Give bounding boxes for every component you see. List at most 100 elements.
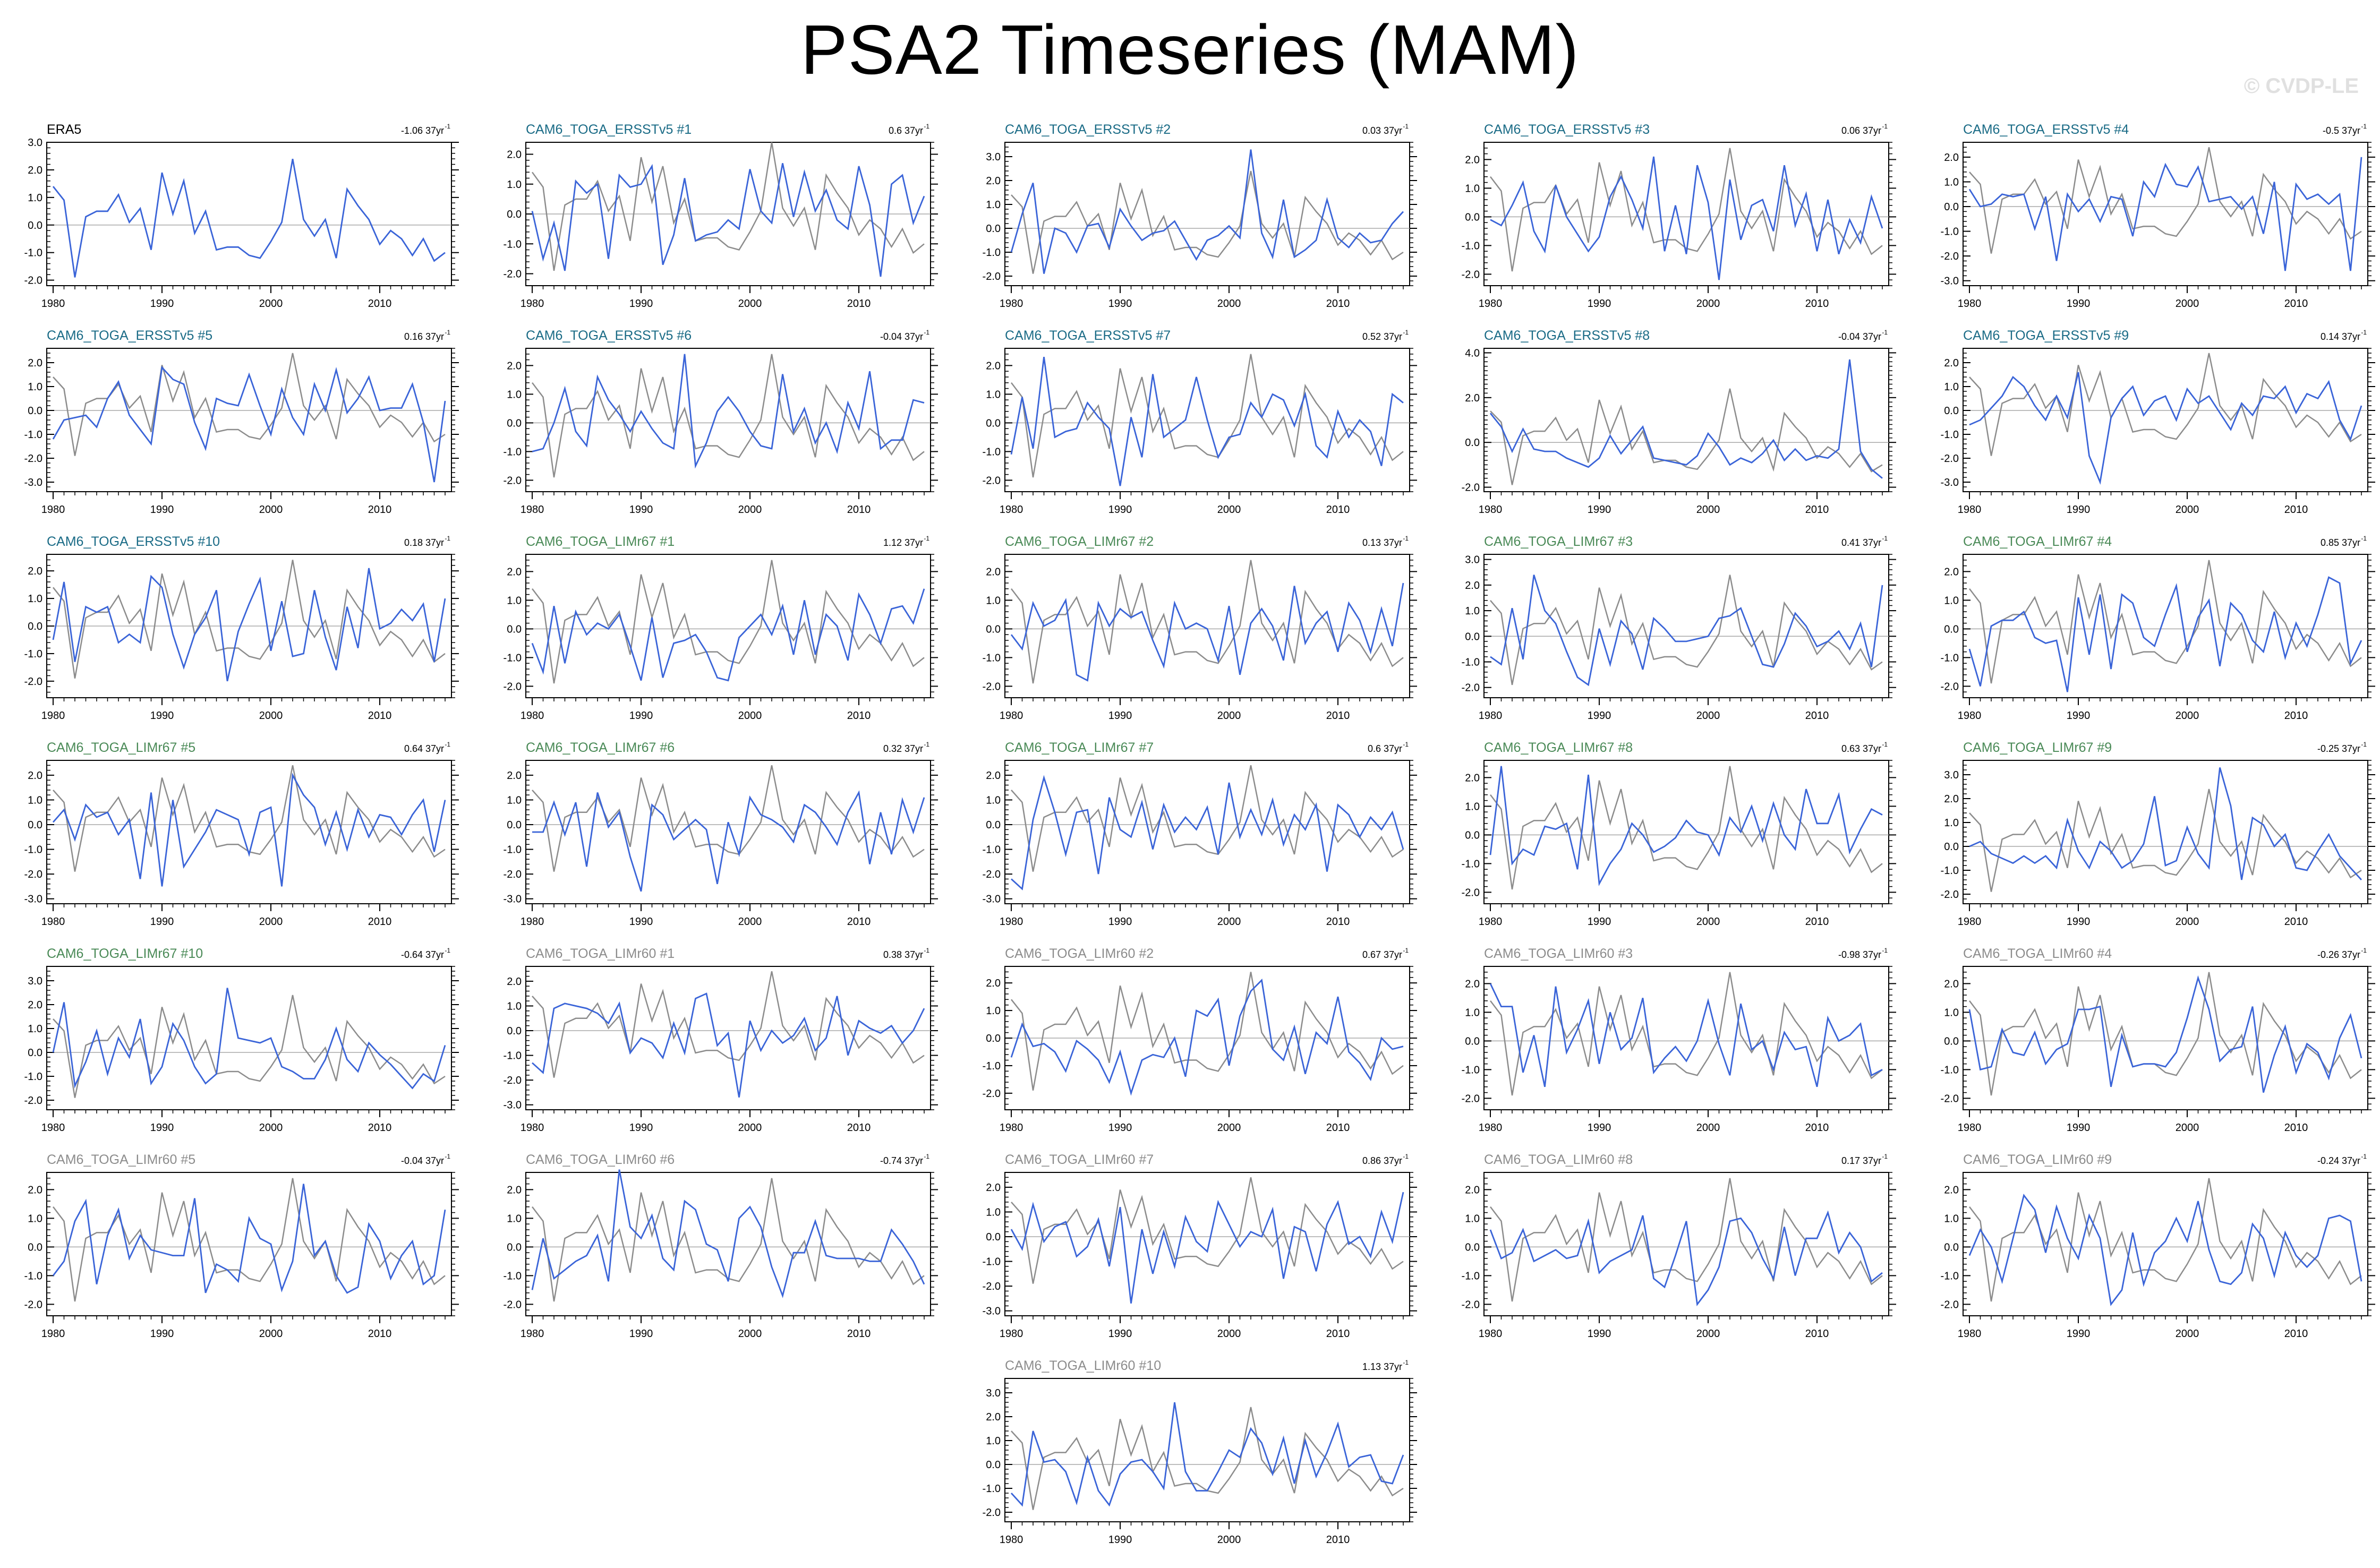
x-tick-label: 1980 — [1000, 298, 1023, 310]
y-tick-label: 2.0 — [986, 1182, 1001, 1194]
x-tick-label: 1990 — [1588, 1328, 1611, 1340]
x-tick-label: 2010 — [847, 504, 871, 516]
trend-label: 0.85 37yr — [2321, 537, 2360, 548]
x-tick-label: 2000 — [2176, 1328, 2199, 1340]
panel-title: CAM6_TOGA_ERSSTv5 #10 — [47, 534, 220, 549]
x-tick-label: 1980 — [1479, 1122, 1503, 1134]
y-tick-label: 1.0 — [986, 389, 1001, 400]
trend-label: 1.13 37yr — [1362, 1361, 1402, 1372]
x-tick-label: 2000 — [259, 916, 283, 928]
obs-series-line — [1011, 1177, 1404, 1284]
y-tick-label: 0.0 — [986, 1033, 1001, 1044]
x-tick-label: 2010 — [2284, 1328, 2308, 1340]
y-tick-label: 1.0 — [507, 794, 522, 806]
panel-title: CAM6_TOGA_LIMr60 #3 — [1484, 946, 1633, 961]
x-tick-label: 1980 — [1958, 1122, 1982, 1134]
trend-label: 0.13 37yr — [1362, 537, 1402, 548]
obs-series-line — [531, 142, 925, 271]
plot-frame — [1004, 760, 1410, 904]
x-tick-label: 1980 — [41, 916, 65, 928]
plot-frame — [1483, 554, 1889, 698]
x-tick-label: 1980 — [1958, 504, 1982, 516]
x-tick-label: 2010 — [1326, 1122, 1350, 1134]
plot-frame — [1963, 554, 2368, 698]
trend-unit-sup: -1 — [924, 535, 929, 542]
y-tick-label: -2.0 — [1462, 1299, 1480, 1310]
x-tick-label: 2010 — [847, 1328, 871, 1340]
y-tick-label: 1.0 — [1465, 183, 1480, 194]
x-tick-label: 2010 — [1805, 710, 1829, 722]
y-tick-label: -2.0 — [24, 275, 42, 287]
y-tick-label: -1.0 — [1941, 652, 1959, 664]
y-tick-label: 2.0 — [986, 175, 1001, 187]
x-tick-label: 2010 — [1326, 1328, 1350, 1340]
series-line — [532, 992, 925, 1098]
y-tick-label: 1.0 — [507, 595, 522, 606]
y-tick-label: 2.0 — [28, 357, 42, 369]
x-tick-label: 2010 — [1805, 1122, 1829, 1134]
trend-label: 0.52 37yr — [1362, 331, 1402, 342]
panel-title: CAM6_TOGA_ERSSTv5 #2 — [1005, 122, 1171, 137]
panel-1: ERA5 -1.06 37yr -1 -2.0 -1.0 0.0 1.0 2.0 3.0 1980… — [24, 122, 459, 310]
panel-18: CAM6_TOGA_LIMr67 #7 0.6 37yr -1 -3.0 -2.0 -1.… — [983, 740, 1417, 928]
obs-series-line — [1490, 575, 1883, 686]
y-tick-label: 0.0 — [28, 819, 42, 831]
plot-frame — [1483, 966, 1889, 1110]
x-tick-label: 2000 — [259, 1328, 283, 1340]
series-line — [1489, 766, 1883, 886]
x-tick-label: 1990 — [150, 504, 174, 516]
y-tick-label: 1.0 — [28, 1213, 42, 1224]
panel-7: CAM6_TOGA_ERSSTv5 #6 -0.04 37yr -1 -2.0 -1.0… — [504, 328, 938, 516]
trend-unit-sup: -1 — [924, 1153, 929, 1160]
y-tick-label: 1.0 — [28, 1023, 42, 1035]
y-tick-label: 2.0 — [28, 165, 42, 176]
x-tick-label: 1980 — [521, 710, 544, 722]
series-line — [1969, 767, 2362, 880]
plot-frame — [1483, 142, 1889, 286]
panel-23: CAM6_TOGA_LIMr60 #2 0.67 37yr -1 -2.0 -1.0 0.… — [983, 946, 1417, 1134]
trend-label: 0.6 37yr — [889, 125, 923, 136]
x-tick-label: 2010 — [1326, 504, 1350, 516]
y-tick-label: 1.0 — [986, 1435, 1001, 1447]
trend-unit-sup: -1 — [445, 329, 450, 336]
trend-label: -0.25 37yr — [2317, 743, 2360, 754]
y-tick-label: -2.0 — [1941, 889, 1959, 901]
x-tick-label: 2000 — [2176, 1122, 2199, 1134]
series-line — [1010, 149, 1404, 274]
trend-unit-sup: -1 — [924, 947, 929, 954]
y-tick-label: -1.0 — [504, 1270, 522, 1282]
x-tick-label: 1980 — [1479, 1328, 1503, 1340]
panel-title: CAM6_TOGA_LIMr67 #8 — [1484, 740, 1633, 755]
trend-unit-sup: -1 — [1882, 947, 1888, 954]
y-tick-label: -1.0 — [983, 1060, 1001, 1072]
series-line — [52, 158, 446, 278]
plot-frame — [46, 760, 452, 904]
y-tick-label: -1.0 — [24, 844, 42, 856]
trend-unit-sup: -1 — [1882, 329, 1888, 336]
panel-title: ERA5 — [47, 122, 81, 137]
y-tick-label: 0.0 — [1465, 829, 1480, 841]
x-tick-label: 1980 — [41, 1122, 65, 1134]
panel-title: CAM6_TOGA_ERSSTv5 #5 — [47, 328, 212, 343]
x-tick-label: 2000 — [1217, 710, 1241, 722]
x-tick-label: 2000 — [1696, 1328, 1720, 1340]
x-tick-label: 1980 — [1000, 916, 1023, 928]
y-tick-label: 3.0 — [1944, 769, 1959, 781]
trend-label: -0.26 37yr — [2317, 949, 2360, 960]
y-tick-label: 1.0 — [1944, 381, 1959, 393]
plot-frame — [1963, 1172, 2368, 1316]
y-tick-label: -1.0 — [504, 652, 522, 664]
panel-title: CAM6_TOGA_ERSSTv5 #8 — [1484, 328, 1650, 343]
y-tick-label: -3.0 — [1941, 276, 1959, 287]
y-tick-label: -1.0 — [1941, 1270, 1959, 1282]
trend-label: 0.86 37yr — [1362, 1155, 1402, 1166]
obs-series-line — [532, 971, 925, 1078]
x-tick-label: 2010 — [368, 710, 392, 722]
y-tick-label: 0.0 — [1465, 437, 1480, 449]
x-tick-label: 1990 — [1108, 916, 1132, 928]
trend-label: -0.24 37yr — [2317, 1155, 2360, 1166]
series-line — [1010, 979, 1404, 1096]
panel-9: CAM6_TOGA_ERSSTv5 #8 -0.04 37yr -1 -2.0 0.0 2… — [1462, 328, 1896, 516]
x-tick-label: 2010 — [1805, 298, 1829, 310]
